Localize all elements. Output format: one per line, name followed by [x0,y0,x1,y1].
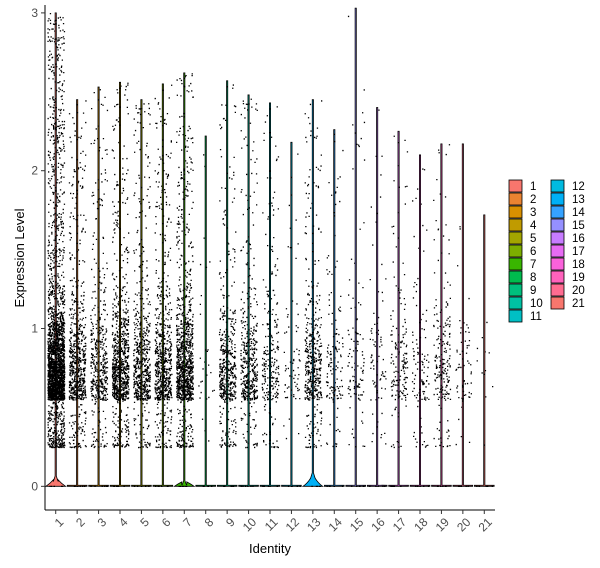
legend-label-14: 14 [572,207,585,219]
x-axis-ticks: 1 2 3 4 5 6 7 8 9 10 11 12 13 14 15 16 17 18 19 20 21 [52,510,495,534]
legend-key-8 [508,270,523,284]
x-tick-label: 15 [347,515,367,535]
legend-label-4: 4 [530,220,537,232]
violin-8 [195,135,216,487]
x-tick-label: 4 [116,515,131,530]
violin-12 [281,141,302,487]
x-tick-label: 13 [304,515,324,535]
x-tick-label: 14 [326,515,346,535]
x-axis-title: Identity [249,541,291,556]
legend-label-9: 9 [530,285,536,297]
legend-label-18: 18 [572,259,585,271]
y-axis-ticks: 0 1 2 3 [31,6,45,493]
x-tick-label: 18 [411,515,431,535]
legend-label-2: 2 [530,194,536,206]
legend-key-18 [550,257,565,271]
legend-label-10: 10 [530,298,543,310]
legend-label-20: 20 [572,285,585,297]
legend-key-2 [508,192,523,206]
x-tick-label: 10 [240,515,260,535]
x-tick-label: 19 [433,515,453,535]
legend-key-9 [508,283,523,297]
violin-15 [345,7,366,487]
violin-2 [66,99,88,487]
y-axis-title: Expression Level [12,208,27,307]
violin-16 [366,107,388,487]
x-tick-label: 1 [52,515,67,530]
legend-key-21 [550,296,565,310]
legend-label-13: 13 [572,194,585,206]
x-tick-label: 5 [137,515,152,530]
x-tick-label: 3 [95,515,110,530]
x-tick-label: 12 [283,515,303,535]
x-tick-label: 8 [202,515,217,530]
legend-label-5: 5 [530,233,536,245]
legend-label-12: 12 [572,181,585,193]
legend-label-11: 11 [530,311,542,323]
violin-14 [324,129,345,487]
legend-key-13 [550,192,565,206]
violin-21 [474,214,495,487]
violin-18 [409,154,431,487]
legend-label-17: 17 [572,246,585,258]
legend-key-19 [550,270,565,284]
legend-label-3: 3 [530,207,536,219]
legend-key-12 [550,179,565,193]
legend-label-7: 7 [530,259,536,271]
x-tick-label: 21 [476,515,496,535]
legend-key-1 [508,179,523,193]
y-tick-label: 2 [31,164,38,178]
violin-7 [173,72,196,487]
expression-points [47,13,494,487]
violin-11 [259,102,281,487]
legend-label-21: 21 [572,298,585,310]
points-layer [47,13,494,487]
violin-10 [238,94,259,487]
legend-key-4 [508,218,523,232]
y-tick-label: 3 [31,6,38,20]
x-tick-label: 20 [454,515,474,535]
legend-label-16: 16 [572,233,585,245]
legend-key-10 [508,296,523,310]
legend-label-6: 6 [530,246,536,258]
legend-label-19: 19 [572,272,585,284]
violin-3 [88,86,109,487]
legend-key-7 [508,257,523,271]
violin-6 [152,83,174,487]
legend-key-16 [550,231,565,245]
violin-13 [301,99,325,487]
violin-20 [452,143,474,487]
violin-4 [109,81,131,487]
violin-1 [44,12,67,487]
legend-key-11 [508,309,523,323]
legend-label-1: 1 [530,181,536,193]
y-tick-label: 0 [31,479,38,493]
legend-key-15 [550,218,565,232]
x-tick-label: 11 [262,515,281,534]
x-tick-label: 7 [180,515,195,530]
violin-17 [388,130,409,487]
x-tick-label: 16 [368,515,388,535]
legend-key-20 [550,283,565,297]
x-tick-label: 17 [390,515,410,535]
x-tick-label: 6 [159,515,174,530]
legend-key-3 [508,205,523,219]
y-tick-label: 1 [31,322,38,336]
legend-key-6 [508,244,523,258]
legend-key-5 [508,231,523,245]
violin-19 [431,143,452,487]
legend-label-8: 8 [530,272,536,284]
legend-key-17 [550,244,565,258]
x-tick-label: 9 [223,515,238,530]
x-tick-label: 2 [73,515,88,530]
violin-9 [216,80,238,487]
legend-key-14 [550,205,565,219]
violins-layer [44,7,495,487]
legend-label-15: 15 [572,220,585,232]
